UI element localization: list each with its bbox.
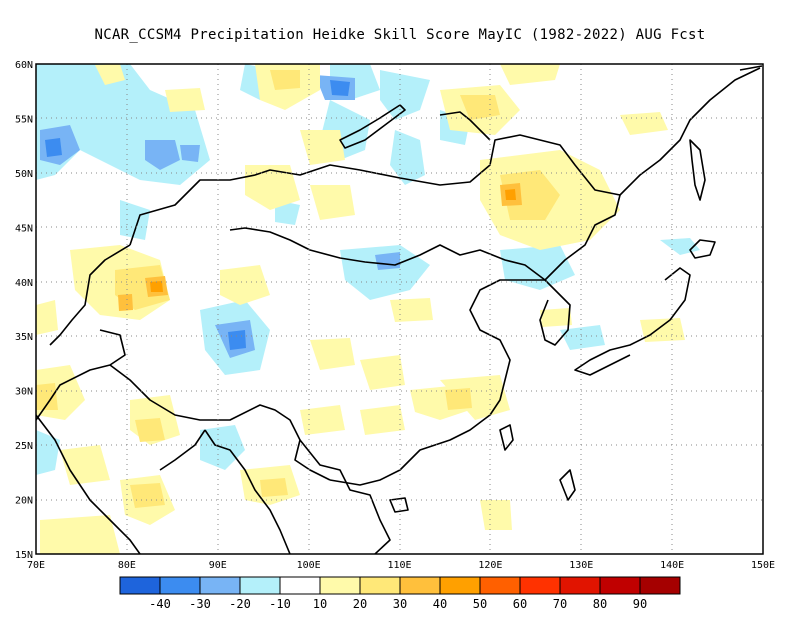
lat-tick-15N: 15N bbox=[15, 550, 33, 561]
colorbar-swatch bbox=[199, 576, 241, 595]
colorbar-swatch bbox=[639, 576, 681, 595]
colorbar-swatch bbox=[119, 576, 161, 595]
colorbar bbox=[119, 576, 681, 595]
lon-tick-130E: 130E bbox=[569, 560, 593, 571]
lat-tick-40N: 40N bbox=[15, 278, 33, 289]
lat-tick-60N: 60N bbox=[15, 60, 33, 71]
colorbar-swatch bbox=[159, 576, 201, 595]
colorbar-label: 70 bbox=[553, 597, 567, 611]
colorbar-label: 90 bbox=[633, 597, 647, 611]
longitude-tick-labels: 70E 80E 90E 100E 110E 120E 130E 140E 150E bbox=[27, 560, 775, 571]
colorbar-swatch bbox=[559, 576, 601, 595]
colorbar-swatch bbox=[239, 576, 281, 595]
colorbar-label: -30 bbox=[189, 597, 211, 611]
lon-tick-150E: 150E bbox=[751, 560, 775, 571]
lat-tick-55N: 55N bbox=[15, 114, 33, 125]
graticule bbox=[36, 64, 763, 554]
lat-tick-35N: 35N bbox=[15, 332, 33, 343]
lat-tick-45N: 45N bbox=[15, 223, 33, 234]
lon-tick-90E: 90E bbox=[209, 560, 227, 571]
colorbar-label: 20 bbox=[353, 597, 367, 611]
land-outlines bbox=[36, 65, 763, 554]
colorbar-label: 10 bbox=[313, 597, 327, 611]
colorbar-label: -40 bbox=[149, 597, 171, 611]
lat-tick-50N: 50N bbox=[15, 169, 33, 180]
colorbar-label: 80 bbox=[593, 597, 607, 611]
colorbar-label: 60 bbox=[513, 597, 527, 611]
colorbar-swatch bbox=[279, 576, 321, 595]
colorbar-swatch bbox=[319, 576, 361, 595]
lon-tick-120E: 120E bbox=[478, 560, 502, 571]
lon-tick-100E: 100E bbox=[297, 560, 321, 571]
lat-tick-30N: 30N bbox=[15, 387, 33, 398]
colorbar-label: -20 bbox=[229, 597, 251, 611]
colorbar-label: 40 bbox=[433, 597, 447, 611]
map-title: NCAR_CCSM4 Precipitation Heidke Skill Sc… bbox=[94, 27, 706, 43]
colorbar-swatch bbox=[399, 576, 441, 595]
lon-tick-80E: 80E bbox=[118, 560, 136, 571]
lat-tick-25N: 25N bbox=[15, 441, 33, 452]
colorbar-label: -10 bbox=[269, 597, 291, 611]
lon-tick-110E: 110E bbox=[387, 560, 411, 571]
colorbar-swatch bbox=[519, 576, 561, 595]
lon-tick-140E: 140E bbox=[660, 560, 684, 571]
colorbar-label: 50 bbox=[473, 597, 487, 611]
colorbar-swatch bbox=[439, 576, 481, 595]
colorbar-label: 30 bbox=[393, 597, 407, 611]
colorbar-labels: -40 -30 -20 -10 10 20 30 40 50 60 70 80 90 bbox=[149, 597, 647, 611]
colorbar-swatch bbox=[359, 576, 401, 595]
colorbar-swatch bbox=[599, 576, 641, 595]
latitude-tick-labels: 15N 20N 25N 30N 35N 40N 45N 50N 55N 60N bbox=[15, 60, 33, 561]
skill-shading bbox=[36, 64, 700, 554]
colorbar-swatch bbox=[479, 576, 521, 595]
plot-frame bbox=[35, 63, 764, 555]
lat-tick-20N: 20N bbox=[15, 496, 33, 507]
lon-tick-70E: 70E bbox=[27, 560, 45, 571]
